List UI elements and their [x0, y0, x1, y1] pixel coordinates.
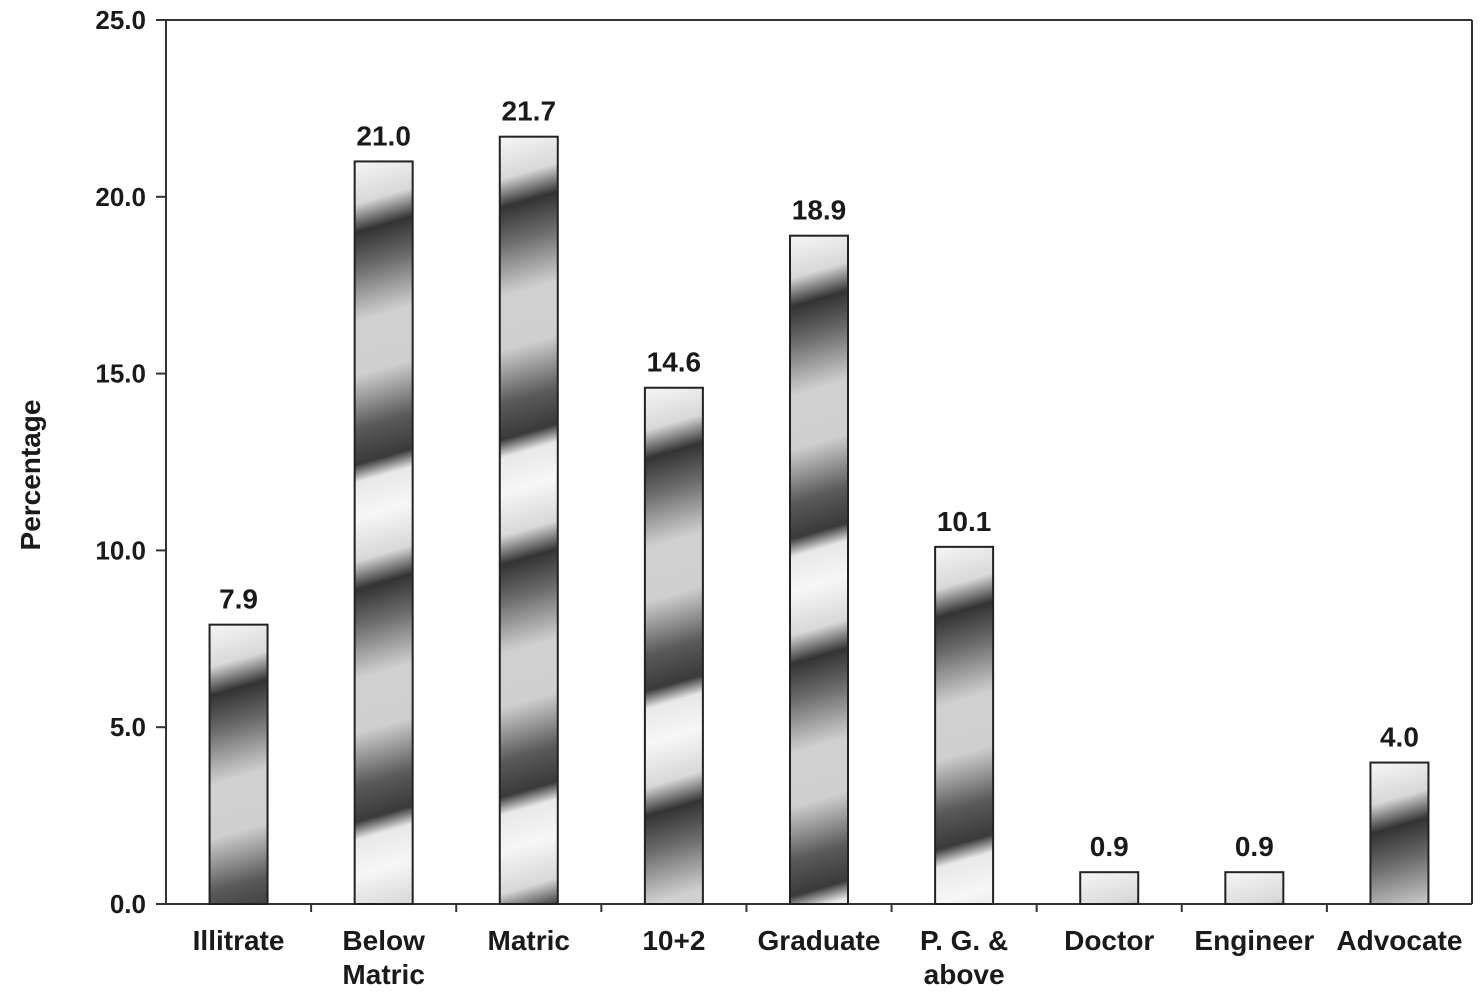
bar-data-label: 21.7 [502, 96, 557, 127]
bar-data-label: 4.0 [1380, 722, 1419, 753]
bars-group [208, 135, 1430, 906]
y-axis-ticks: 0.0 5.0 10.0 15.0 20.0 25.0 [95, 5, 166, 919]
bar-data-label: 14.6 [647, 347, 702, 378]
bar-data-label: 0.9 [1235, 831, 1274, 862]
category-label: Engineer [1194, 925, 1314, 956]
bar-data-label: 0.9 [1090, 831, 1129, 862]
bar-data-label: 10.1 [937, 506, 992, 537]
category-label: Graduate [758, 925, 881, 956]
bar [1369, 761, 1430, 905]
x-axis-ticks [310, 904, 1328, 912]
category-label: Matric [342, 959, 424, 990]
bar-data-label: 18.9 [792, 195, 847, 226]
bar [643, 386, 704, 905]
bar-data-label: 21.0 [356, 120, 411, 151]
category-label: Advocate [1336, 925, 1462, 956]
y-tick-label: 25.0 [95, 5, 146, 35]
bar-data-label: 7.9 [219, 584, 258, 615]
bar [1079, 871, 1140, 906]
data-labels-group: 7.9 21.0 21.7 14.6 18.9 10.1 0.9 0.9 4.0 [219, 96, 1419, 862]
y-tick-label: 20.0 [95, 182, 146, 212]
bar [934, 545, 995, 905]
bar [789, 234, 849, 906]
bar [353, 160, 414, 905]
category-label: P. G. & [920, 925, 1008, 956]
category-label: Doctor [1064, 925, 1154, 956]
y-tick-label: 10.0 [95, 535, 146, 565]
y-axis-title: Percentage [15, 400, 46, 551]
y-tick-label: 15.0 [95, 359, 146, 389]
y-tick-label: 5.0 [110, 712, 146, 742]
bar [208, 623, 269, 905]
category-label: Matric [488, 925, 570, 956]
category-label: Illitrate [193, 925, 285, 956]
bar [1224, 871, 1285, 906]
category-label: Below [342, 925, 425, 956]
bar [498, 135, 559, 906]
category-label: 10+2 [642, 925, 705, 956]
category-label: above [924, 959, 1005, 990]
y-tick-label: 0.0 [110, 889, 146, 919]
